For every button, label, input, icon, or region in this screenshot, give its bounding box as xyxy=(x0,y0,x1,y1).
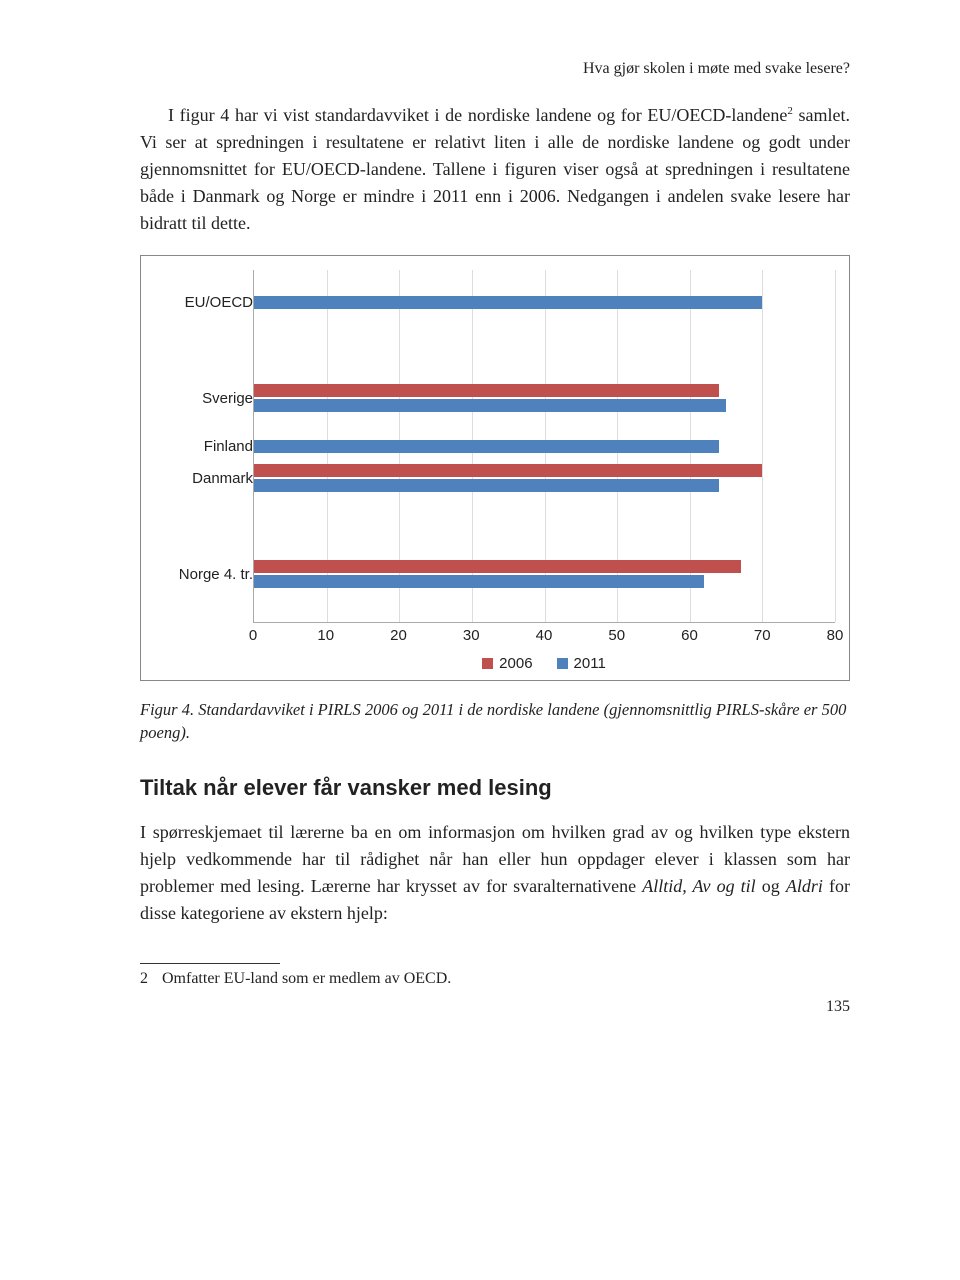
running-head: Hva gjør skolen i møte med svake lesere? xyxy=(140,60,850,78)
chart-legend-item: 2011 xyxy=(557,655,606,672)
chart-bar-row xyxy=(254,286,835,318)
chart-y-label: Finland xyxy=(204,430,253,462)
chart-y-labels: EU/OECD Sverige FinlandDanmark Norge 4. tr. xyxy=(155,270,253,622)
page-number: 135 xyxy=(140,998,850,1016)
footnote-text: Omfatter EU-land som er medlem av OECD. xyxy=(162,970,451,987)
section-heading: Tiltak når elever får vansker med lesing xyxy=(140,775,850,801)
chart-bar-row xyxy=(254,462,835,494)
chart-legend: 2006 2011 xyxy=(253,655,835,672)
chart-x-tick: 70 xyxy=(754,627,771,644)
chart-x-tick: 20 xyxy=(390,627,407,644)
figure-caption: Figur 4. Standardavviket i PIRLS 2006 og… xyxy=(140,698,850,746)
chart-y-label: Danmark xyxy=(192,462,253,494)
chart-legend-swatch xyxy=(557,658,568,669)
body-paragraph-1: I figur 4 har vi vist standardavviket i … xyxy=(140,102,850,237)
para2-em-1: Alltid, Av og til xyxy=(642,876,755,896)
chart-bar-row xyxy=(254,382,835,414)
footnote-number: 2 xyxy=(140,970,162,988)
chart-bar xyxy=(254,384,719,397)
footnote-rule xyxy=(140,963,280,964)
chart-gridline xyxy=(835,270,836,622)
chart-bar xyxy=(254,399,726,412)
chart-x-tick: 40 xyxy=(536,627,553,644)
chart-x-tick: 30 xyxy=(463,627,480,644)
chart-bar xyxy=(254,296,762,309)
para2-em-2: Aldri xyxy=(786,876,823,896)
chart-bar xyxy=(254,575,704,588)
chart-bar xyxy=(254,560,741,573)
chart-legend-label: 2006 xyxy=(499,655,532,672)
figure-4-chart: EU/OECD Sverige FinlandDanmark Norge 4. tr.… xyxy=(140,255,850,681)
para2-text-b: og xyxy=(756,876,786,896)
chart-x-tick: 60 xyxy=(681,627,698,644)
chart-x-tick: 50 xyxy=(608,627,625,644)
chart-legend-swatch xyxy=(482,658,493,669)
chart-x-tick: 80 xyxy=(827,627,844,644)
footnote: 2Omfatter EU-land som er medlem av OECD. xyxy=(140,970,850,988)
para1-text-a: I figur 4 har vi vist standardavviket i … xyxy=(168,105,787,125)
chart-bar xyxy=(254,464,762,477)
chart-y-label: Norge 4. tr. xyxy=(179,558,253,590)
chart-bar-row xyxy=(254,558,835,590)
chart-legend-item: 2006 xyxy=(482,655,532,672)
chart-x-tick: 0 xyxy=(249,627,257,644)
chart-bar xyxy=(254,479,719,492)
chart-x-tick: 10 xyxy=(317,627,334,644)
chart-y-label: EU/OECD xyxy=(185,286,253,318)
chart-bar xyxy=(254,440,719,453)
chart-bar-row xyxy=(254,430,835,462)
chart-legend-label: 2011 xyxy=(574,655,606,672)
body-paragraph-2: I spørreskjemaet til lærerne ba en om in… xyxy=(140,819,850,927)
chart-x-axis: 01020304050607080 xyxy=(253,625,835,649)
chart-plot-area xyxy=(253,270,835,623)
chart-y-label: Sverige xyxy=(202,382,253,414)
